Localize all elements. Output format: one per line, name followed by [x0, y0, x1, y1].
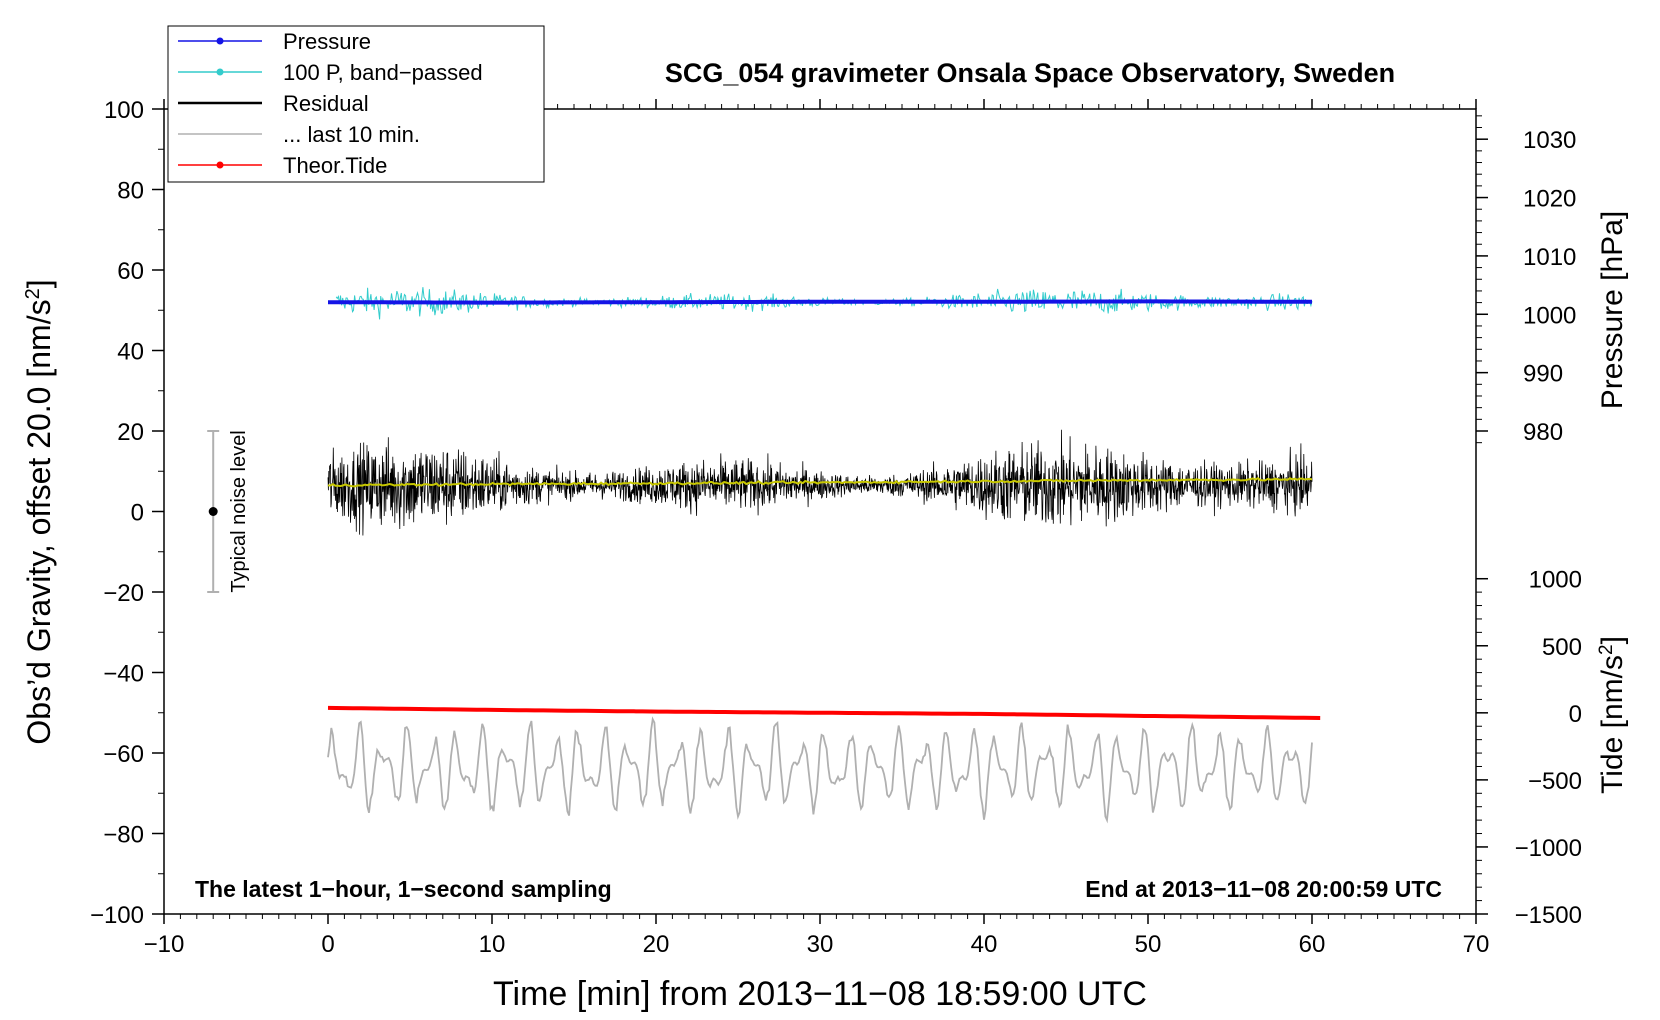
noise-level-label: Typical noise level	[228, 430, 250, 592]
tide-tick-label: 1000	[1529, 567, 1582, 594]
ylabel-tide-close: ]	[1596, 636, 1629, 644]
y-tick-label: 0	[131, 500, 144, 527]
legend-label: Pressure	[283, 29, 371, 54]
x-tick-label: 20	[643, 931, 670, 958]
y-tick-label: −80	[103, 822, 144, 849]
pressure-tick-label: 1030	[1523, 127, 1576, 154]
pressure-tick-label: 1010	[1523, 244, 1576, 271]
y-tick-label: −40	[103, 661, 144, 688]
pressure-tick-label: 990	[1523, 361, 1563, 388]
x-tick-label: 50	[1135, 931, 1162, 958]
tide-tick-label: −1500	[1515, 902, 1582, 929]
legend-label: Residual	[283, 91, 369, 116]
x-tick-label: 40	[971, 931, 998, 958]
y-axis-label-pressure: Pressure [hPa]	[1596, 211, 1629, 409]
y-tick-label: 80	[117, 178, 144, 205]
x-axis-label: Time [min] from 2013−11−08 18:59:00 UTC	[493, 975, 1147, 1013]
y-tick-label: −60	[103, 741, 144, 768]
x-tick-label: 60	[1299, 931, 1326, 958]
series-residual-smoothed	[327, 477, 1313, 488]
pressure-tick-label: 1020	[1523, 186, 1576, 213]
series-last-10-min	[327, 716, 1313, 824]
ylabel-tide-sup: 2	[1596, 644, 1617, 655]
y-tick-label: 100	[104, 97, 144, 124]
y-tick-label: 20	[117, 419, 144, 446]
legend-marker	[216, 161, 224, 169]
ylabel-left-sup: 2	[22, 288, 44, 299]
series-layer	[207, 287, 1321, 824]
y-axis-label-tide: Tide [nm/s2]	[1596, 636, 1630, 794]
noise-bar-center	[208, 507, 218, 516]
x-tick-label: −10	[144, 931, 185, 958]
tide-tick-label: 500	[1542, 634, 1582, 661]
legend-marker	[216, 37, 224, 45]
ylabel-left-main: Obs’d Gravity, offset 20.0 [nm/s	[21, 299, 57, 744]
annotation-bottom-left: The latest 1−hour, 1−second sampling	[195, 876, 612, 902]
x-tick-label: 30	[807, 931, 834, 958]
pressure-tick-label: 1000	[1523, 302, 1576, 329]
y-tick-label: 60	[117, 258, 144, 285]
y-axis-label-left: Obs’d Gravity, offset 20.0 [nm/s2]	[21, 279, 57, 744]
tide-tick-label: −1000	[1515, 835, 1582, 862]
tide-tick-label: 0	[1569, 701, 1582, 728]
chart-title: SCG_054 gravimeter Onsala Space Observat…	[665, 58, 1395, 88]
y-tick-label: −20	[103, 580, 144, 607]
axes-layer: −10 0 10 20 30 40 50 60 70−100−80−60−40−20020406…	[90, 97, 1582, 958]
tide-tick-label: −500	[1528, 768, 1582, 795]
legend-entries: Pressure 100 P, band−passed Residual ... la…	[178, 29, 483, 178]
series-pressure	[328, 299, 1312, 305]
y-tick-label: 40	[117, 339, 144, 366]
x-tick-label: 0	[321, 931, 334, 958]
annotation-bottom-right: End at 2013−11−08 20:00:59 UTC	[1085, 876, 1442, 902]
pressure-tick-label: 980	[1523, 419, 1563, 446]
legend-marker	[216, 68, 224, 76]
ylabel-left-close: ]	[21, 279, 57, 288]
legend-label: 100 P, band−passed	[283, 60, 483, 85]
legend: Pressure 100 P, band−passed Residual ... la…	[167, 25, 545, 183]
series-theoretical-tide	[327, 705, 1321, 720]
legend-label: ... last 10 min.	[283, 122, 420, 147]
series-residual	[327, 429, 1313, 536]
ylabel-tide-main: Tide [nm/s	[1596, 655, 1629, 794]
legend-label: Theor.Tide	[283, 153, 387, 178]
x-tick-label: 10	[479, 931, 506, 958]
y-tick-label: −100	[90, 902, 144, 929]
x-tick-label: 70	[1463, 931, 1490, 958]
